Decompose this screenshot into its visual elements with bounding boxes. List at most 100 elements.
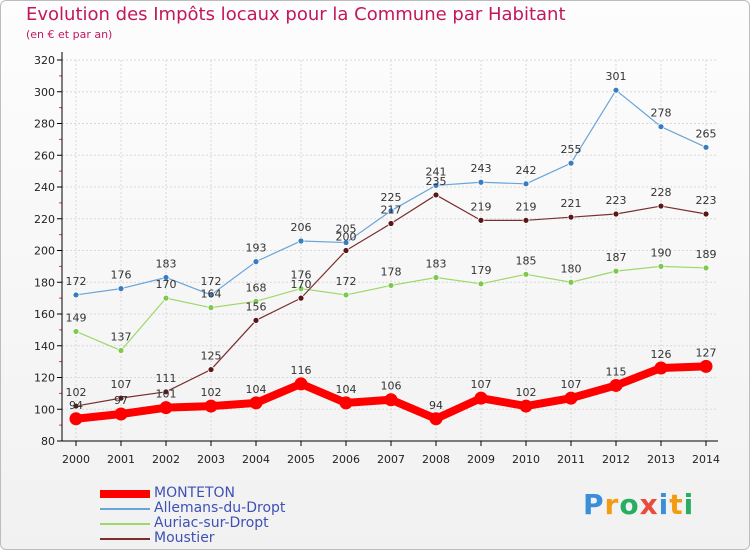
data-label-allemans-du-dropt: 243 <box>471 162 492 175</box>
data-point-monteton <box>339 396 353 410</box>
data-point-monteton <box>429 412 443 426</box>
data-label-allemans-du-dropt: 172 <box>66 275 87 288</box>
data-label-auriac-sur-dropt: 176 <box>291 269 312 282</box>
data-point-auriac-sur-dropt <box>252 297 260 305</box>
data-label-auriac-sur-dropt: 180 <box>561 262 582 275</box>
x-tick-label: 2003 <box>197 453 225 466</box>
data-point-moustier <box>477 216 485 224</box>
data-point-auriac-sur-dropt <box>522 270 530 278</box>
legend-swatch <box>100 537 150 540</box>
data-label-auriac-sur-dropt: 168 <box>246 281 267 294</box>
data-label-monteton: 106 <box>381 380 402 393</box>
data-point-auriac-sur-dropt <box>162 294 170 302</box>
data-point-auriac-sur-dropt <box>702 264 710 272</box>
data-point-monteton <box>519 399 533 413</box>
data-label-monteton: 115 <box>606 365 627 378</box>
legend-swatch <box>100 489 150 498</box>
data-label-auriac-sur-dropt: 179 <box>471 264 492 277</box>
data-label-allemans-du-dropt: 242 <box>516 164 537 177</box>
legend-swatch <box>100 507 150 510</box>
data-point-moustier <box>612 210 620 218</box>
y-tick-label: 200 <box>34 245 55 258</box>
legend-item-auriac-sur-dropt: Auriac-sur-Dropt <box>100 516 285 531</box>
data-label-monteton: 104 <box>246 383 267 396</box>
x-tick-label: 2004 <box>242 453 270 466</box>
data-point-monteton <box>114 407 128 421</box>
data-point-allemans-du-dropt <box>207 291 215 299</box>
data-label-allemans-du-dropt: 255 <box>561 143 582 156</box>
y-tick-label: 120 <box>34 372 55 385</box>
data-point-allemans-du-dropt <box>612 86 620 94</box>
data-point-moustier <box>117 394 125 402</box>
x-tick-label: 2007 <box>377 453 405 466</box>
data-label-monteton: 126 <box>651 348 672 361</box>
data-point-monteton <box>159 401 173 415</box>
data-label-allemans-du-dropt: 183 <box>156 257 177 270</box>
x-tick-label: 2000 <box>62 453 90 466</box>
data-label-monteton: 107 <box>471 378 492 391</box>
data-point-moustier <box>297 294 305 302</box>
logo-letter: i <box>683 488 695 521</box>
data-label-auriac-sur-dropt: 190 <box>651 246 672 259</box>
chart-subtitle: (en € et par an) <box>26 28 113 41</box>
data-label-moustier: 235 <box>426 175 447 188</box>
x-tick-label: 2011 <box>557 453 585 466</box>
legend: MONTETON Allemans-du-Dropt Auriac-sur-Drop… <box>100 486 285 546</box>
data-point-auriac-sur-dropt <box>117 347 125 354</box>
data-point-monteton <box>474 391 488 405</box>
legend-label: Allemans-du-Dropt <box>154 500 286 516</box>
proxiti-logo: Proxiti <box>583 488 694 521</box>
data-label-allemans-du-dropt: 225 <box>381 191 402 204</box>
x-tick-label: 2009 <box>467 453 495 466</box>
data-point-allemans-du-dropt <box>162 274 170 281</box>
data-label-moustier: 223 <box>606 194 627 207</box>
data-label-moustier: 107 <box>111 378 132 391</box>
data-label-moustier: 217 <box>381 204 402 217</box>
data-label-allemans-du-dropt: 205 <box>336 223 357 236</box>
y-tick-label: 80 <box>41 435 55 448</box>
data-point-auriac-sur-dropt <box>72 328 80 335</box>
data-label-allemans-du-dropt: 193 <box>246 242 267 255</box>
data-label-moustier: 156 <box>246 300 267 313</box>
data-label-monteton: 94 <box>429 399 443 412</box>
data-label-allemans-du-dropt: 172 <box>201 275 222 288</box>
data-point-moustier <box>207 366 215 373</box>
data-label-allemans-du-dropt: 176 <box>111 269 132 282</box>
data-point-auriac-sur-dropt <box>387 282 395 289</box>
x-tick-label: 2005 <box>287 453 315 466</box>
data-label-auriac-sur-dropt: 170 <box>156 278 177 291</box>
y-tick-label: 140 <box>34 340 55 353</box>
y-tick-label: 320 <box>34 54 55 67</box>
data-point-allemans-du-dropt <box>252 258 260 266</box>
x-tick-label: 2012 <box>602 453 630 466</box>
data-point-monteton <box>609 378 623 392</box>
data-point-auriac-sur-dropt <box>657 262 665 270</box>
y-tick-label: 220 <box>34 213 55 226</box>
axes <box>57 52 718 446</box>
data-point-auriac-sur-dropt <box>342 291 350 299</box>
data-point-allemans-du-dropt <box>657 123 665 131</box>
data-label-auriac-sur-dropt: 149 <box>66 311 87 324</box>
y-tick-label: 280 <box>34 118 55 131</box>
data-label-moustier: 219 <box>516 200 537 213</box>
data-label-moustier: 170 <box>291 278 312 291</box>
chart-title: Evolution des Impôts locaux pour la Comm… <box>26 4 566 25</box>
data-point-moustier <box>162 388 170 396</box>
data-point-moustier <box>252 316 260 324</box>
data-label-auriac-sur-dropt: 183 <box>426 257 447 270</box>
data-label-auriac-sur-dropt: 172 <box>336 275 357 288</box>
data-point-allemans-du-dropt <box>477 178 485 186</box>
series-layer <box>69 86 713 426</box>
data-label-monteton: 94 <box>69 399 83 412</box>
x-tick-label: 2010 <box>512 453 540 466</box>
y-tick-label: 100 <box>34 403 55 416</box>
data-point-moustier <box>72 402 80 410</box>
data-label-allemans-du-dropt: 301 <box>606 70 627 83</box>
data-label-monteton: 107 <box>561 378 582 391</box>
data-label-auriac-sur-dropt: 187 <box>606 251 627 264</box>
data-label-moustier: 102 <box>66 386 87 399</box>
data-label-auriac-sur-dropt: 137 <box>111 331 132 344</box>
logo-letter: o <box>619 488 640 521</box>
legend-label: Auriac-sur-Dropt <box>154 515 269 531</box>
